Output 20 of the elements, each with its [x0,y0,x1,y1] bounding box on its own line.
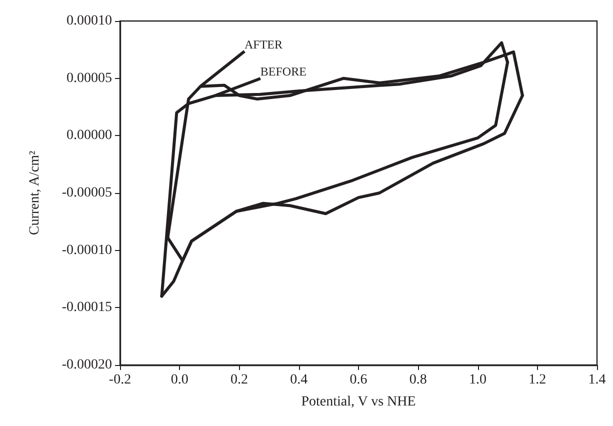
x-tick-label: 0.8 [409,372,427,388]
y-tick-label: 0.00000 [66,128,112,144]
y-tick-label: -0.00020 [62,358,112,372]
x-tick-label: 0.0 [170,372,188,388]
y-tick-label: 0.00010 [66,14,112,28]
y-tick-label: -0.00015 [62,300,112,316]
annotation: BEFORE [260,64,306,79]
x-tick-label: 1.0 [469,372,486,388]
x-tick-label: 1.2 [528,372,546,388]
x-axis-title: Potential, V vs NHE [301,394,416,410]
y-tick-label: -0.00010 [62,242,112,258]
y-tick-label: -0.00005 [62,186,112,200]
x-tick-label: -0.2 [108,372,132,388]
y-tick-label: 0.00005 [66,70,112,86]
x-tick-label: 0.2 [230,372,248,388]
x-tick-label: 0.6 [350,372,368,388]
annotation: AFTER [244,37,283,52]
y-axis-title: Current, A/cm² [28,150,42,236]
x-tick-label: 0.4 [290,372,308,388]
x-tick-label: 1.4 [588,372,606,388]
